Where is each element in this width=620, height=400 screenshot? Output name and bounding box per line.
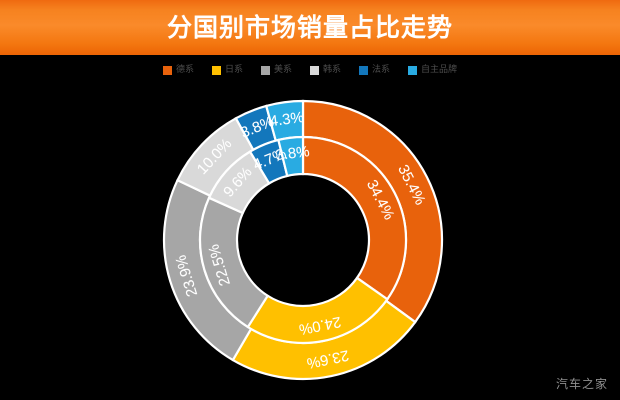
legend-swatch-icon: [211, 65, 221, 75]
legend-item-3[interactable]: 韩系: [310, 64, 342, 75]
inner-slice-5[interactable]: [277, 135, 305, 178]
legend-item-4[interactable]: 法系: [359, 64, 391, 75]
legend-label: 法系: [372, 64, 391, 75]
chart-legend: 德系 日系 美系 韩系 法系 自主品牌: [0, 60, 620, 80]
watermark: 汽车之家: [555, 377, 608, 391]
legend-label: 日系: [224, 64, 243, 75]
legend-label: 美系: [273, 64, 292, 75]
legend-swatch-icon: [260, 65, 270, 75]
legend-label: 韩系: [323, 64, 342, 75]
header-bar: 分国别市场销量占比走势: [0, 0, 620, 55]
inner-slice-0[interactable]: [301, 135, 408, 301]
legend-swatch-icon: [310, 65, 319, 75]
legend-label: 德系: [175, 64, 194, 75]
inner-ring-group: [198, 135, 408, 345]
legend-item-0[interactable]: 德系: [162, 64, 194, 75]
legend-swatch-icon: [359, 65, 369, 75]
inner-label-5: 3.8%: [275, 143, 311, 164]
outer-label-5: 4.3%: [269, 109, 305, 130]
page-title: 分国别市场销量占比走势: [166, 13, 453, 42]
legend-item-5[interactable]: 自主品牌: [408, 64, 458, 75]
legend-item-2[interactable]: 美系: [260, 64, 292, 75]
donut-chart: 35.4% 23.6% 23.9% 10.0% 3.8% 4.3% 34.4% 24.0% 2…: [0, 80, 620, 400]
donut-chart-svg: 35.4%23.6%23.9%10.0%3.8%4.3% 34.4%24.0%2…: [162, 99, 444, 381]
legend-swatch-icon: [408, 65, 418, 75]
legend-item-1[interactable]: 日系: [211, 64, 243, 75]
legend-swatch-icon: [162, 65, 172, 75]
legend-label: 自主品牌: [421, 64, 458, 75]
